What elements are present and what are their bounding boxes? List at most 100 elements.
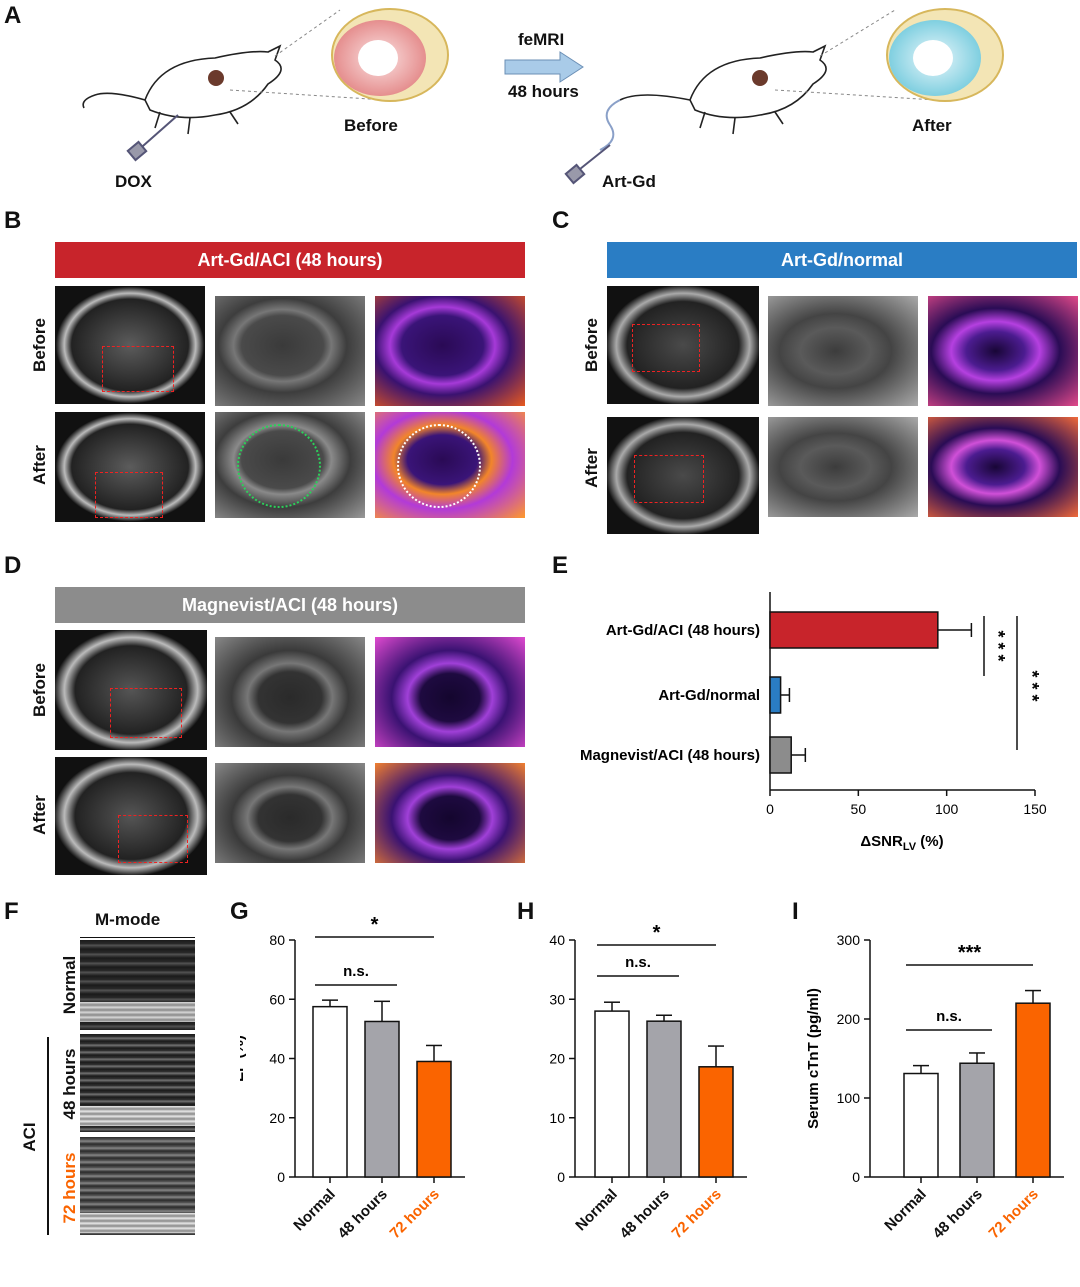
bar xyxy=(698,1066,734,1178)
panel-letter-c: C xyxy=(552,207,570,234)
y-tick-label: 20 xyxy=(269,1110,285,1126)
y-axis-label: EF (%) xyxy=(240,1035,247,1082)
heart-after-illustration xyxy=(774,8,1004,102)
significance-label: * xyxy=(653,922,661,944)
e-category-label: Art-Gd/ACI (48 hours) xyxy=(606,622,760,639)
y-tick-label: 0 xyxy=(277,1169,285,1185)
e-x-tick-label: 150 xyxy=(1023,801,1047,817)
mri-image-b-after-color xyxy=(375,412,525,518)
bar xyxy=(594,1010,630,1178)
label-femri: feMRI xyxy=(518,30,565,49)
y-tick-label: 10 xyxy=(549,1110,565,1126)
x-category-label: Normal xyxy=(572,1186,621,1235)
banner-magnevist-aci: Magnevist/ACI (48 hours) xyxy=(55,587,525,623)
bar xyxy=(903,1072,939,1178)
panel-letter-h: H xyxy=(517,898,535,925)
x-category-label: 48 hours xyxy=(617,1186,673,1242)
label-dox: DOX xyxy=(115,172,152,191)
mri-image-b-before-full xyxy=(55,286,205,404)
mri-image-c-before-full xyxy=(607,286,759,404)
mri-image-b-after-zoom xyxy=(215,412,365,518)
e-x-tick-label: 50 xyxy=(851,801,867,817)
row-label-before-b: Before xyxy=(30,318,49,372)
y-tick-label: 0 xyxy=(852,1169,860,1185)
mri-image-c-before-zoom xyxy=(768,296,918,406)
significance-label: * xyxy=(371,915,379,936)
x-category-label: Normal xyxy=(881,1186,930,1235)
label-before: Before xyxy=(344,116,398,135)
significance-label: n.s. xyxy=(936,1008,962,1025)
mri-image-d-after-full xyxy=(55,757,207,875)
mmode-title: M-mode xyxy=(95,910,161,929)
e-x-tick-label: 0 xyxy=(766,801,774,817)
mri-image-b-before-color xyxy=(375,296,525,406)
syringe-left-illustration xyxy=(126,114,179,162)
y-tick-label: 0 xyxy=(557,1169,565,1185)
x-category-label: 72 hours xyxy=(669,1186,725,1242)
y-tick-label: 60 xyxy=(269,991,285,1007)
label-48-hours: 48 hours xyxy=(508,82,579,101)
bar xyxy=(959,1062,995,1178)
row-label-after-d: After xyxy=(30,795,49,835)
e-bar xyxy=(769,611,939,649)
mri-image-d-before-full xyxy=(55,630,207,750)
y-tick-label: 40 xyxy=(549,932,565,948)
y-tick-label: 20 xyxy=(549,1051,565,1067)
mmode-label-normal: Normal xyxy=(60,955,79,1015)
significance-label: n.s. xyxy=(625,954,651,971)
panel-a-schematic xyxy=(82,8,1004,185)
mri-image-c-after-zoom xyxy=(768,417,918,517)
panel-letter-f: F xyxy=(4,898,19,925)
mri-image-d-after-color xyxy=(375,763,525,863)
e-bar xyxy=(769,736,792,774)
mmode-image-normal xyxy=(80,940,195,1030)
label-art-gd: Art-Gd xyxy=(602,172,656,191)
bar xyxy=(364,1020,400,1178)
panel-letter-g: G xyxy=(230,898,249,925)
mouse-right-illustration xyxy=(619,44,827,135)
significance-label: *** xyxy=(958,942,982,964)
bar xyxy=(312,1005,348,1178)
significance-label: n.s. xyxy=(343,963,369,980)
row-label-after-b: After xyxy=(30,445,49,485)
heart-before-illustration xyxy=(229,8,449,102)
mri-image-d-before-zoom xyxy=(215,637,365,747)
x-category-label: 48 hours xyxy=(335,1186,391,1242)
panel-letter-b: B xyxy=(4,207,22,234)
row-label-before-d: Before xyxy=(30,663,49,717)
e-category-label: Magnevist/ACI (48 hours) xyxy=(580,747,760,764)
chart-i: 0 100 200 300 Serum cTnT (pg/ml) Normal 48 hou… xyxy=(805,932,1064,1242)
panel-letter-e: E xyxy=(552,552,569,579)
y-tick-label: 100 xyxy=(837,1090,861,1106)
tube-illustration xyxy=(599,99,621,151)
mri-image-b-before-zoom xyxy=(215,296,365,406)
e-x-tick-label: 100 xyxy=(935,801,959,817)
e-x-axis-label: ΔSNRLV (%) xyxy=(860,833,943,853)
mri-image-d-after-zoom xyxy=(215,763,365,863)
x-category-label: 48 hours xyxy=(930,1186,986,1242)
aci-bracket-line xyxy=(47,1037,49,1235)
x-category-label: 72 hours xyxy=(387,1186,443,1242)
mouse-left-illustration xyxy=(82,44,282,135)
panel-letter-d: D xyxy=(4,552,22,579)
mmode-label-aci: ACI xyxy=(20,1122,39,1152)
mri-image-c-before-color xyxy=(928,296,1078,406)
panel-letter-i: I xyxy=(792,898,799,925)
banner-art-gd-aci: Art-Gd/ACI (48 hours) xyxy=(55,242,525,278)
mmode-top-line xyxy=(80,937,195,938)
mri-image-b-after-full xyxy=(55,412,205,522)
mri-image-d-before-color xyxy=(375,637,525,747)
mmode-image-48h xyxy=(80,1034,195,1132)
e-sig-label-2: * * * xyxy=(1022,670,1042,701)
syringe-right-illustration xyxy=(564,144,611,185)
chart-e: 0 50 100 150 Art-Gd/ACI (48 hours) Art-Gd/nor… xyxy=(580,592,1047,853)
e-category-label: Art-Gd/normal xyxy=(658,687,760,704)
bar xyxy=(416,1060,452,1178)
y-tick-label: 200 xyxy=(837,1011,861,1027)
y-tick-label: 30 xyxy=(549,991,565,1007)
y-tick-label: 300 xyxy=(837,932,861,948)
mri-image-c-after-color xyxy=(928,417,1078,517)
e-sig-label-1: * * * xyxy=(988,630,1008,661)
arrow-icon xyxy=(504,51,584,83)
